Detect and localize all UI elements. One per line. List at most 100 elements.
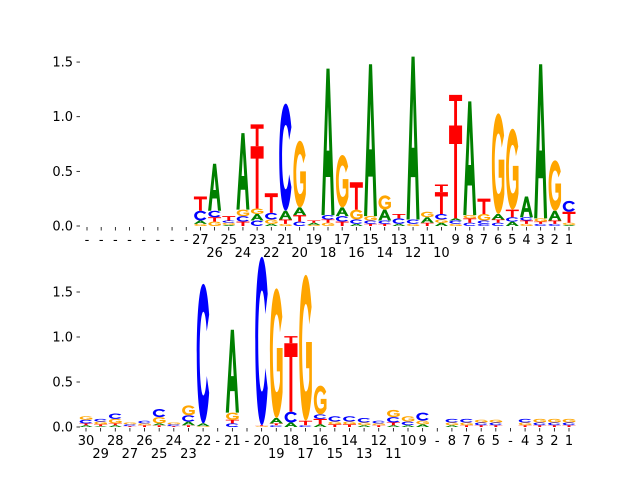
- logo-column: [250, 124, 264, 226]
- letter-c: [152, 409, 166, 418]
- letter-t: [378, 223, 392, 226]
- letter-a: [548, 210, 562, 221]
- letter-a: [284, 422, 298, 427]
- letter-c: [293, 221, 306, 226]
- letter-t: [519, 220, 533, 224]
- letter-a: [335, 207, 349, 217]
- y-tick-label: 0.0: [52, 220, 73, 235]
- logo-column: [284, 336, 298, 427]
- x-tick-label: 14: [341, 434, 358, 449]
- x-tick-label: 21: [277, 233, 294, 248]
- x-tick-label: 11: [385, 447, 402, 462]
- letter-c: [533, 422, 546, 426]
- letter-g: [534, 218, 547, 222]
- letter-t: [562, 211, 576, 223]
- letter-c: [313, 414, 327, 419]
- x-tick-label: 16: [312, 434, 329, 449]
- letter-c: [562, 200, 575, 212]
- letter-g: [182, 405, 195, 416]
- x-tick-label: 15: [327, 447, 344, 462]
- x-tick-label: -: [184, 233, 189, 248]
- x-tick-label: 4: [521, 434, 529, 449]
- letter-t: [434, 184, 448, 193]
- logo-column: [328, 416, 342, 427]
- logo-column: [548, 160, 562, 226]
- letter-a: [313, 424, 327, 427]
- letter-t: [298, 420, 313, 426]
- logo-column: [225, 329, 239, 427]
- x-tick-label: 18: [283, 434, 300, 449]
- x-tick-label: 9: [418, 434, 426, 449]
- letter-t: [222, 216, 236, 221]
- letter-g: [138, 423, 151, 426]
- letter-c: [491, 222, 505, 226]
- logo-column: [236, 133, 250, 226]
- logo-column: [519, 196, 533, 226]
- letter-g: [372, 423, 386, 426]
- letter-t: [313, 418, 327, 425]
- letter-t: [269, 423, 283, 426]
- letter-t: [307, 220, 321, 223]
- letter-t: [250, 124, 264, 147]
- logo-column: [208, 163, 222, 226]
- letter-t: [137, 425, 152, 427]
- letter-c: [222, 220, 235, 223]
- letter-t: [181, 425, 196, 427]
- letter-g: [357, 422, 371, 426]
- letter-g: [255, 426, 268, 427]
- letter-g: [250, 208, 264, 214]
- letter-c: [265, 212, 278, 220]
- letter-t: [225, 419, 239, 424]
- letter-g: [123, 422, 137, 425]
- x-tick-label: -: [508, 434, 513, 449]
- letter-c: [463, 222, 476, 226]
- letter-g: [378, 195, 391, 210]
- letter-g: [562, 418, 576, 423]
- letter-a: [449, 218, 463, 221]
- letter-a: [250, 213, 264, 221]
- logo-column: [193, 196, 207, 226]
- letter-a: [321, 68, 335, 216]
- logo-column: [264, 193, 278, 226]
- letter-t: [349, 182, 363, 210]
- logo-column: [278, 103, 292, 226]
- logo-column: [269, 288, 283, 427]
- logo-column: [108, 413, 122, 427]
- x-tick-label: 19: [268, 447, 285, 462]
- x-tick-label: 18: [320, 246, 337, 261]
- letter-c: [477, 220, 490, 224]
- letter-g: [269, 288, 283, 418]
- x-tick-label: 25: [220, 233, 237, 248]
- letter-c: [445, 418, 458, 423]
- letter-c: [416, 412, 429, 421]
- logo-column: [534, 64, 548, 226]
- letter-a: [307, 222, 321, 225]
- letter-a: [445, 425, 459, 427]
- letter-t: [193, 196, 207, 211]
- logo-column: [378, 195, 392, 226]
- x-tick-label: 29: [92, 447, 109, 462]
- logo-column: [386, 409, 400, 427]
- letter-g: [460, 422, 473, 426]
- y-tick-label: 0.5: [52, 376, 73, 391]
- x-tick-label: 16: [348, 246, 365, 261]
- letter-t: [94, 424, 108, 427]
- x-tick-label: 7: [480, 233, 488, 248]
- letter-a: [278, 210, 292, 220]
- letter-g: [299, 274, 312, 421]
- letter-c: [255, 256, 268, 426]
- letter-a: [420, 217, 434, 223]
- logo-column: [357, 418, 371, 427]
- letter-c: [79, 419, 93, 424]
- letter-g: [401, 416, 415, 422]
- letter-c: [167, 424, 180, 427]
- logo-column: [562, 418, 576, 427]
- letter-g: [335, 154, 349, 208]
- letter-a: [208, 163, 222, 211]
- x-tick-label: 14: [376, 246, 393, 261]
- letter-a: [562, 224, 576, 226]
- x-tick-label: 19: [306, 233, 323, 248]
- letter-t: [364, 223, 378, 226]
- logo-column: [434, 184, 448, 226]
- letter-t: [449, 125, 463, 219]
